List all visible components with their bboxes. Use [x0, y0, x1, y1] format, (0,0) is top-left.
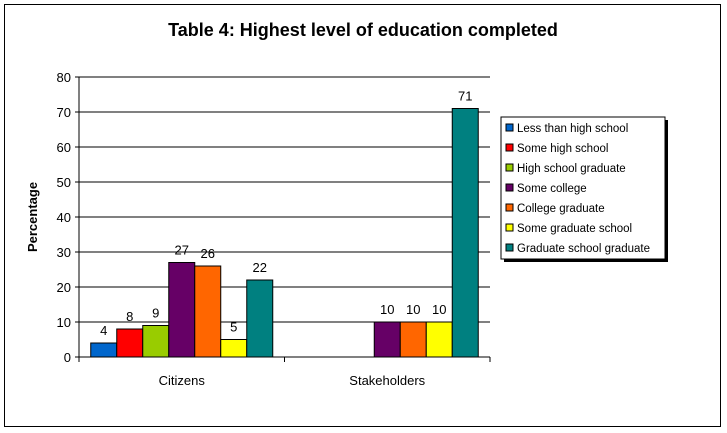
- legend-box: [500, 116, 666, 260]
- legend-label: College graduate: [517, 203, 605, 215]
- legend-label: Some graduate school: [517, 223, 632, 235]
- data-label: 10: [406, 302, 420, 317]
- bar: [373, 321, 401, 358]
- x-tick-label: Stakeholders: [349, 373, 425, 388]
- legend-label: Some high school: [517, 143, 608, 155]
- legend-label: High school graduate: [517, 163, 626, 175]
- bar: [425, 321, 453, 358]
- bar: [451, 108, 479, 358]
- y-tick-label: 60: [57, 140, 71, 155]
- data-label: 10: [432, 302, 446, 317]
- y-tick-label: 30: [57, 245, 71, 260]
- legend-swatch: [505, 163, 514, 172]
- data-label: 4: [100, 323, 107, 338]
- data-label: 8: [126, 309, 133, 324]
- legend-label: Less than high school: [517, 123, 628, 135]
- bar: [116, 328, 144, 358]
- legend-label: Graduate school graduate: [517, 243, 650, 255]
- y-tick-label: 0: [64, 350, 71, 365]
- legend-swatch: [505, 243, 514, 252]
- legend-swatch: [505, 123, 514, 132]
- bar: [90, 342, 118, 358]
- y-tick-label: 50: [57, 175, 71, 190]
- bar: [142, 325, 170, 358]
- y-tick-label: 70: [57, 105, 71, 120]
- legend-swatch: [505, 203, 514, 212]
- y-tick-label: 40: [57, 210, 71, 225]
- legend-swatch: [505, 223, 514, 232]
- data-label: 27: [175, 243, 189, 258]
- y-axis-label: Percentage: [25, 182, 40, 252]
- data-label: 5: [230, 320, 237, 335]
- y-tick-label: 80: [57, 70, 71, 85]
- bar: [194, 265, 222, 358]
- data-label: 71: [458, 89, 472, 104]
- data-label: 9: [152, 306, 159, 321]
- bar: [399, 321, 427, 358]
- legend-swatch: [505, 183, 514, 192]
- bar: [220, 339, 248, 358]
- bar: [246, 279, 274, 358]
- data-label: 10: [380, 302, 394, 317]
- bar: [168, 262, 196, 358]
- data-label: 26: [201, 246, 215, 261]
- legend-label: Some college: [517, 183, 587, 195]
- y-tick-label: 20: [57, 280, 71, 295]
- chart-title: Table 4: Highest level of education comp…: [168, 20, 558, 40]
- chart-frame: [4, 4, 721, 427]
- x-tick-label: Citizens: [159, 373, 206, 388]
- data-label: 22: [253, 260, 267, 275]
- y-tick-label: 10: [57, 315, 71, 330]
- legend-swatch: [505, 143, 514, 152]
